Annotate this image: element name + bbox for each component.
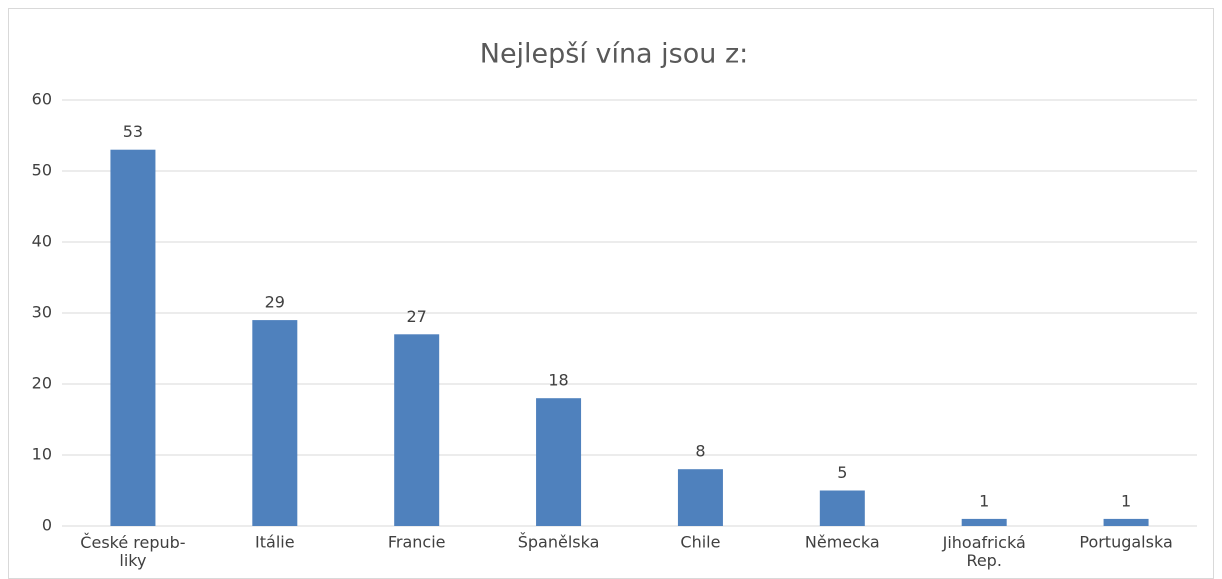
x-tick-label: České repub-liky: [80, 533, 185, 570]
y-tick-label: 60: [32, 90, 52, 109]
y-tick-label: 20: [32, 374, 52, 393]
x-tick-label: Německa: [805, 533, 880, 552]
bar: [110, 149, 156, 526]
data-label: 29: [265, 293, 285, 312]
x-tick-label: Jihoafrická Rep.: [942, 533, 1026, 570]
chart-title: Nejlepší vína jsou z:: [480, 39, 748, 70]
y-tick-label: 50: [32, 161, 52, 180]
data-label: 1: [979, 491, 989, 510]
x-tick-label: Itálie: [255, 533, 295, 552]
data-label: 1: [1121, 491, 1131, 510]
bar: [252, 320, 298, 526]
x-tick-label: Francie: [388, 533, 446, 552]
data-label: 27: [407, 307, 427, 326]
y-tick-label: 0: [42, 516, 52, 535]
data-label: 53: [123, 122, 143, 141]
bar: [961, 518, 1007, 526]
bar: [819, 490, 865, 526]
bar: [1103, 518, 1149, 526]
bar: [394, 334, 440, 526]
data-label: 8: [695, 442, 705, 461]
x-tick-label: Chile: [680, 533, 720, 552]
x-tick-label: Portugalska: [1079, 533, 1172, 552]
y-tick-label: 10: [32, 445, 52, 464]
bar: [677, 469, 723, 526]
y-tick-label: 30: [32, 303, 52, 322]
bar: [536, 398, 582, 526]
chart-frame: [8, 8, 1214, 579]
data-label: 18: [548, 371, 568, 390]
x-tick-label: Španělska: [518, 533, 600, 552]
y-tick-label: 40: [32, 232, 52, 251]
data-label: 5: [837, 463, 847, 482]
